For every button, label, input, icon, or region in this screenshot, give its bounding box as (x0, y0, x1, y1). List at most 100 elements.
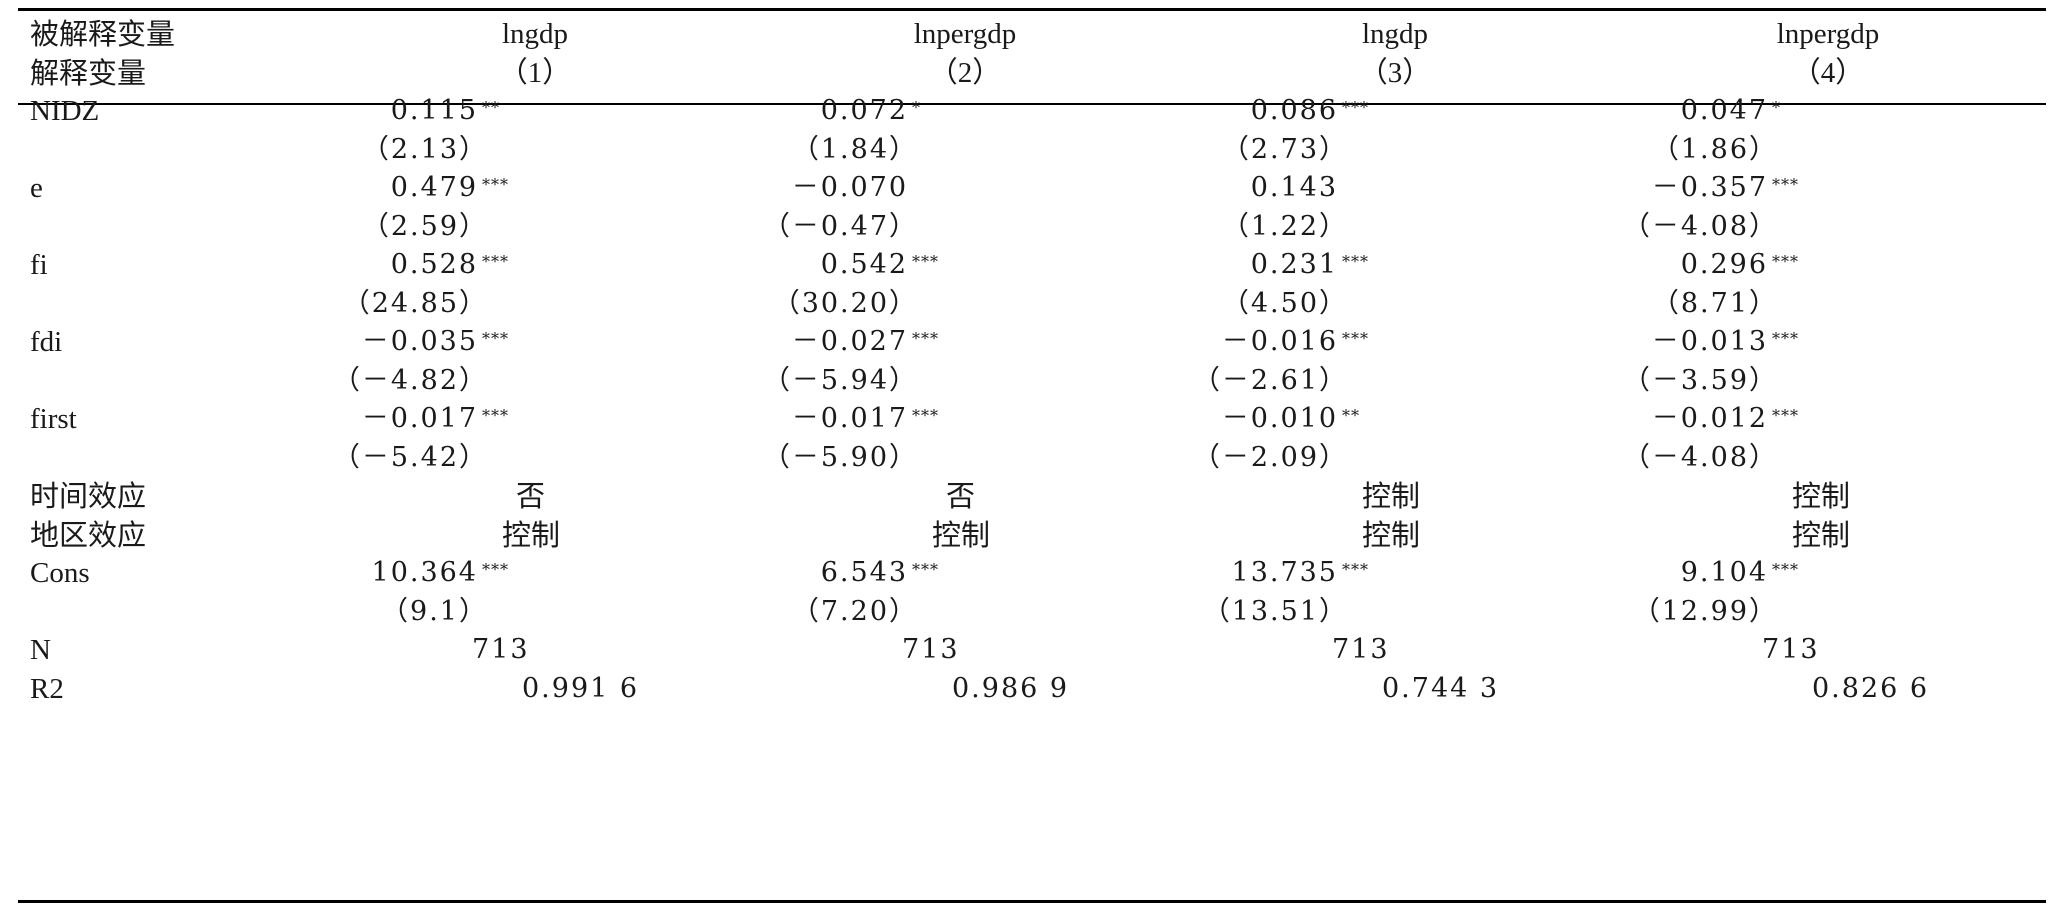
significance-stars: *** (482, 560, 509, 579)
significance-stars: *** (482, 406, 509, 425)
coef-cell: －0.027 *** (792, 322, 939, 365)
n-label: N (30, 634, 51, 666)
coef-cell: －0.012 *** (1652, 399, 1799, 442)
coef-value: 0.086 (1250, 95, 1338, 126)
coef-value: －0.357 (1651, 172, 1768, 203)
model-number: （4） (1791, 56, 1865, 89)
tstat-row: （－4.82） （－5.94） （－2.61） （－3.59） (0, 361, 2048, 401)
dep-var-header: lnpergdp (1776, 18, 1880, 50)
exp-var-label: 解释变量 (30, 55, 147, 90)
coef-cell: －0.010 ** (1222, 399, 1360, 442)
r2-value: 0.986 9 (952, 672, 1070, 704)
t-stat: （－3.59） (1622, 364, 1778, 396)
coef-value: －0.012 (1651, 403, 1768, 434)
coef-cell: －0.013 *** (1652, 322, 1799, 365)
effect-value: 控制 (1792, 517, 1851, 552)
t-stat: （－2.09） (1192, 441, 1348, 473)
t-stat: （13.51） (1202, 595, 1348, 627)
coef-value: －0.013 (1651, 326, 1768, 357)
effect-value: 控制 (1362, 517, 1421, 552)
coef-value: 0.072 (820, 95, 908, 126)
significance-stars: *** (482, 329, 509, 348)
effect-value: 控制 (1792, 479, 1851, 513)
coef-cell: 9.104 *** (1681, 553, 1799, 596)
t-stat: （－4.08） (1622, 441, 1778, 473)
effect-row: 时间效应 否 否 控制 控制 (0, 476, 2048, 516)
significance-stars: *** (1342, 98, 1369, 117)
t-stat: （30.20） (772, 287, 918, 319)
dep-var-header: lngdp (1361, 18, 1429, 50)
coef-value: 0.479 (390, 172, 478, 203)
coef-row: fi 0.528 *** 0.542 *** 0.231 *** 0.296 *** (0, 245, 2048, 285)
effect-value: 控制 (502, 517, 561, 552)
variable-name: fi (30, 249, 48, 281)
t-stat: （1.84） (791, 133, 918, 165)
coef-value: －0.070 (791, 172, 908, 203)
header-row-models: 解释变量 （1） （2） （3） （4） (0, 53, 2048, 93)
coef-cell: 0.542 *** (821, 245, 939, 288)
coef-value: －0.016 (1221, 326, 1338, 357)
coef-value: 0.296 (1680, 249, 1768, 280)
coef-value: －0.010 (1221, 403, 1338, 434)
coef-value: －0.017 (791, 403, 908, 434)
coef-value: 9.104 (1680, 557, 1768, 588)
r2-label: R2 (30, 672, 64, 705)
coef-cell: 0.072 * (821, 91, 921, 134)
n-value: 713 (1332, 634, 1390, 665)
r2-value: 0.991 6 (522, 672, 640, 704)
t-stat: （4.50） (1221, 287, 1348, 319)
coef-cell: －0.357 *** (1652, 168, 1799, 211)
effect-label: 地区效应 (30, 517, 147, 552)
coef-cell: 0.143 (1251, 168, 1342, 211)
coef-value: －0.027 (791, 326, 908, 357)
t-stat: （8.71） (1651, 287, 1778, 319)
t-stat: （2.59） (361, 210, 488, 242)
model-number: （2） (928, 56, 1002, 89)
coef-value: 10.364 (371, 557, 478, 588)
t-stat: （9.1） (381, 595, 488, 627)
tstat-row: （－5.42） （－5.90） （－2.09） （－4.08） (0, 438, 2048, 478)
coef-value: 13.735 (1231, 557, 1338, 588)
coef-value: 0.047 (1680, 95, 1768, 126)
variable-name: NIDZ (30, 95, 100, 127)
significance-stars: *** (1342, 252, 1369, 271)
significance-stars: ** (1342, 406, 1360, 425)
effect-value: 控制 (1362, 479, 1421, 513)
coef-cell: －0.017 *** (792, 399, 939, 442)
cons-label: Cons (30, 557, 90, 589)
coef-value: 0.115 (390, 95, 478, 126)
coef-cell: －0.070 (792, 168, 912, 211)
coef-row: e 0.479 *** －0.070 0.143 －0.357 *** (0, 168, 2048, 208)
significance-stars: *** (912, 406, 939, 425)
effect-value: 否 (946, 479, 976, 513)
coef-value: 6.543 (820, 557, 908, 588)
dep-var-header: lnpergdp (913, 18, 1017, 50)
t-stat: （－5.42） (332, 441, 488, 473)
table-top-rule (18, 8, 2046, 11)
cons-tstat-row: （9.1） （7.20） （13.51） （12.99） (0, 592, 2048, 632)
n-value: 713 (472, 634, 530, 665)
significance-stars: *** (912, 329, 939, 348)
tstat-row: （2.59） （－0.47） （1.22） （－4.08） (0, 207, 2048, 247)
coef-value: 0.528 (390, 249, 478, 280)
coef-cell: 6.543 *** (821, 553, 939, 596)
coef-cell: 13.735 *** (1232, 553, 1369, 596)
header-row-dependent: 被解释变量 lngdp lnpergdp lngdp lnpergdp (0, 14, 2048, 54)
r2-value: 0.744 3 (1382, 672, 1500, 704)
n-row: N 713 713 713 713 (0, 630, 2048, 670)
r2-row: R2 0.991 6 0.986 9 0.744 3 0.826 6 (0, 669, 2048, 709)
coef-row: fdi －0.035 *** －0.027 *** －0.016 *** －0.013 *** (0, 322, 2048, 362)
model-number: （1） (498, 56, 572, 89)
significance-stars: *** (1772, 406, 1799, 425)
t-stat: （－2.61） (1192, 364, 1348, 396)
t-stat: （24.85） (342, 287, 488, 319)
coef-value: 0.542 (820, 249, 908, 280)
t-stat: （1.22） (1221, 210, 1348, 242)
coef-cell: 0.115 ** (391, 91, 500, 134)
significance-stars: *** (1772, 252, 1799, 271)
significance-stars: *** (482, 175, 509, 194)
coef-cell: －0.017 *** (362, 399, 509, 442)
t-stat: （－5.94） (762, 364, 918, 396)
coef-cell: 0.479 *** (391, 168, 509, 211)
